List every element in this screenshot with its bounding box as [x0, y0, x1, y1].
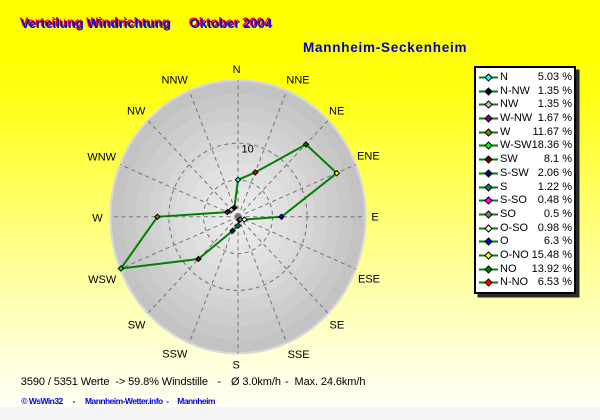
- svg-text:ENE: ENE: [357, 150, 380, 162]
- svg-text:NE: NE: [329, 106, 344, 118]
- svg-text:NNW: NNW: [162, 74, 189, 86]
- svg-text:NW: NW: [127, 106, 146, 118]
- svg-text:WSW: WSW: [88, 274, 117, 286]
- svg-text:NNE: NNE: [286, 75, 309, 87]
- svg-text:WNW: WNW: [87, 152, 116, 164]
- svg-text:E: E: [371, 212, 378, 224]
- svg-text:SSW: SSW: [162, 349, 188, 361]
- svg-text:W: W: [92, 213, 103, 225]
- svg-text:10: 10: [242, 143, 254, 155]
- svg-text:ESE: ESE: [358, 273, 380, 285]
- svg-text:SSE: SSE: [288, 349, 310, 361]
- svg-text:S: S: [233, 360, 240, 372]
- svg-text:SE: SE: [330, 319, 345, 331]
- svg-text:SW: SW: [128, 319, 146, 331]
- svg-text:N: N: [233, 64, 241, 76]
